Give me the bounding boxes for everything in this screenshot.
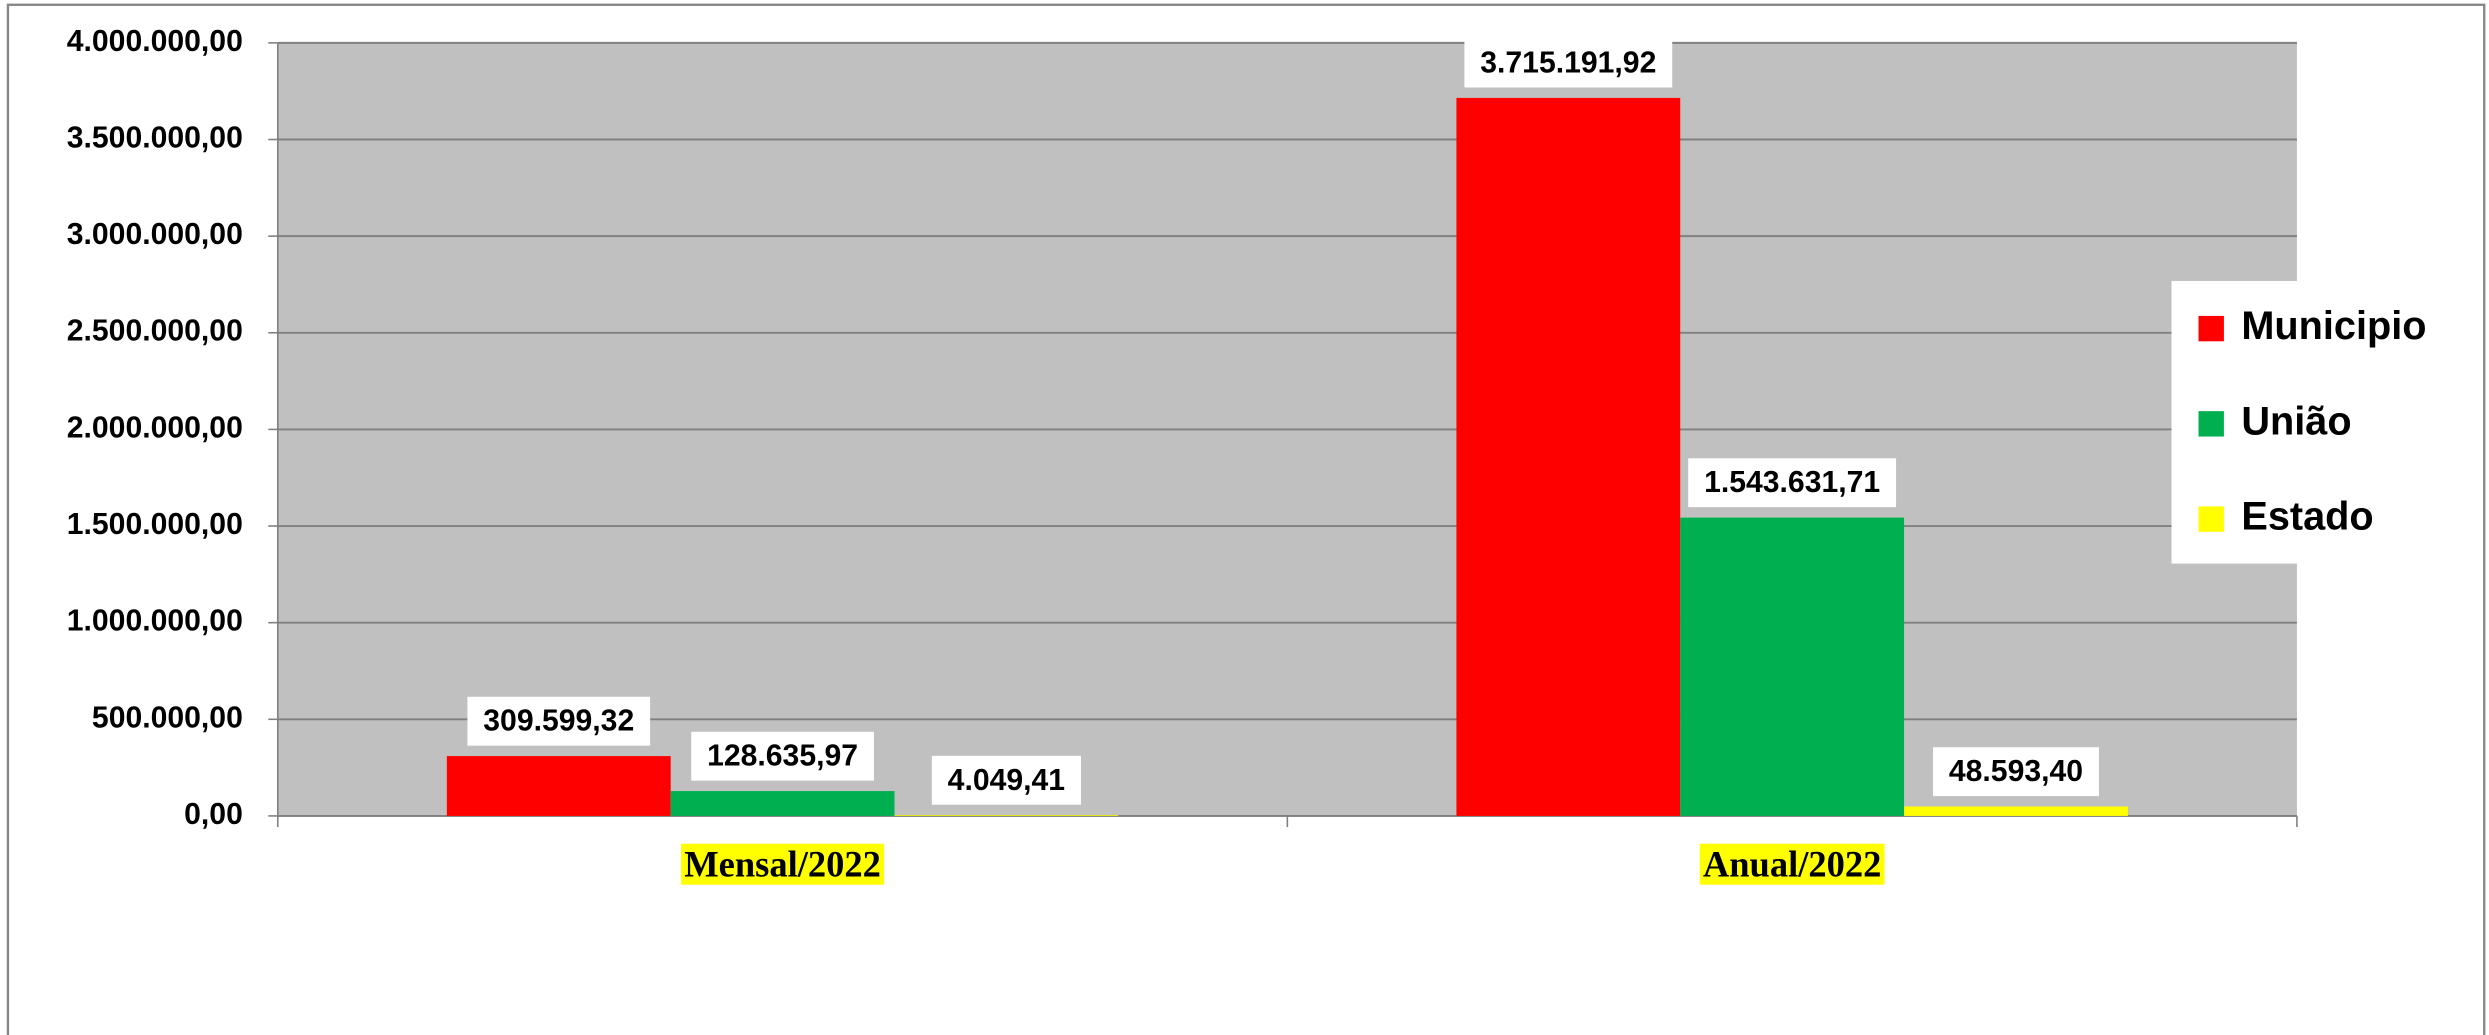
y-tick-label: 3.500.000,00: [67, 121, 243, 154]
data-label: 4.049,41: [948, 764, 1065, 797]
data-label-box: [1464, 38, 1673, 88]
y-tick-label: 2.000.000,00: [67, 411, 243, 444]
y-tick-label: 4.000.000,00: [67, 25, 243, 58]
legend-label: União: [2241, 399, 2351, 443]
x-tick-label: Anual/2022: [1703, 844, 1882, 885]
x-label-highlight: [1699, 843, 1885, 885]
legend-label: Municipio: [2241, 304, 2426, 348]
bar: [1680, 517, 1905, 816]
bar: [1456, 97, 1681, 816]
data-label-box: [691, 731, 874, 781]
x-label-highlight: [681, 843, 885, 885]
bar: [894, 815, 1119, 816]
legend-swatch: [2198, 315, 2224, 342]
data-label-box: [467, 696, 651, 746]
y-tick-label: 3.000.000,00: [67, 218, 243, 251]
data-label: 1.543.631,71: [1704, 466, 1880, 499]
bar: [670, 791, 895, 816]
data-label: 128.635,97: [707, 740, 858, 773]
data-label: 309.599,32: [483, 705, 634, 738]
data-label-box: [931, 755, 1081, 805]
x-tick-label: Mensal/2022: [684, 844, 881, 885]
data-label-box: [1933, 747, 2099, 797]
legend-swatch: [2198, 506, 2224, 532]
data-label: 3.715.191,92: [1480, 47, 1656, 80]
y-tick-label: 500.000,00: [92, 701, 243, 734]
bar: [446, 756, 671, 816]
y-tick-label: 1.500.000,00: [67, 508, 243, 541]
bar: [1904, 806, 2128, 816]
y-tick-label: 1.000.000,00: [67, 605, 243, 638]
y-tick-label: 0,00: [184, 798, 243, 831]
y-tick-label: 2.500.000,00: [67, 315, 243, 348]
legend-label: Estado: [2241, 495, 2373, 539]
data-label: 48.593,40: [1949, 755, 2083, 788]
legend-swatch: [2198, 411, 2224, 437]
data-label-box: [1688, 458, 1897, 508]
